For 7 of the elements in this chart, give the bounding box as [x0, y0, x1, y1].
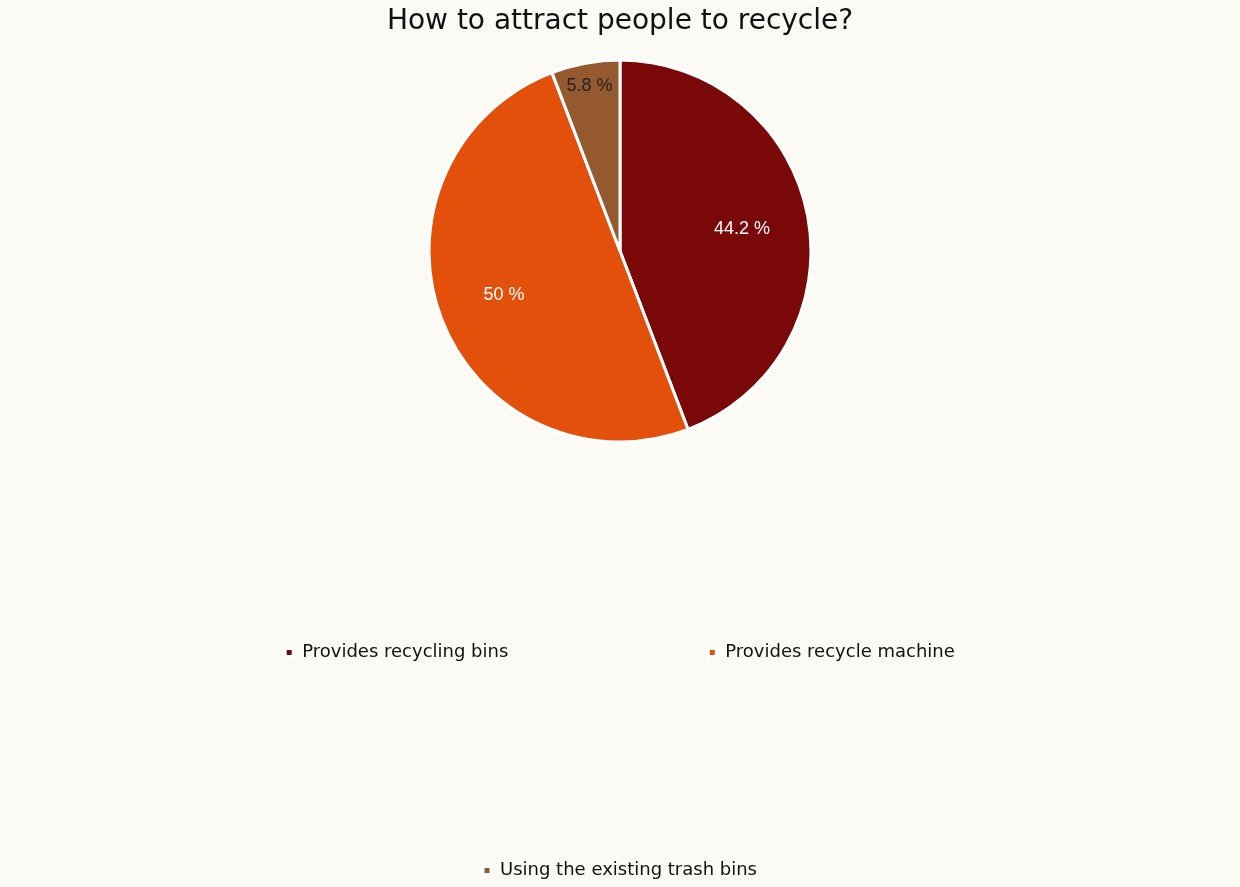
chart-title: How to attract people to recycle?: [386, 3, 854, 37]
data-label: 44.2 %: [714, 217, 771, 238]
data-label: 5.8 %: [566, 74, 613, 95]
legend-label: Provides recycling bins: [302, 640, 509, 662]
legend-label: Provides recycle machine: [725, 640, 955, 662]
data-label: 50 %: [483, 284, 525, 305]
legend-label: Using the existing trash bins: [500, 858, 757, 880]
